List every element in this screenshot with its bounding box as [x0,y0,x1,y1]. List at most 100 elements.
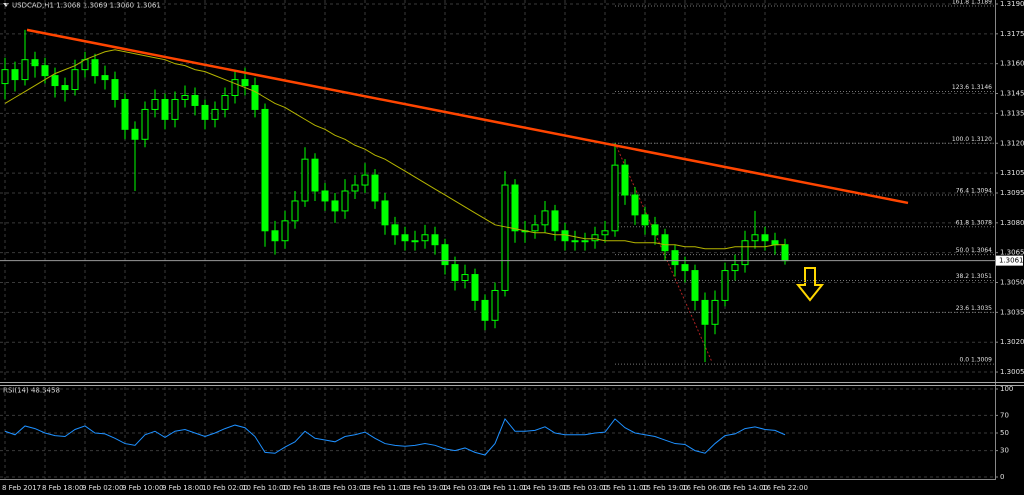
candle-body [771,240,779,246]
y-tick-label: 1.3175 [1000,30,1024,38]
fib-label: 123.6 1.3146 [952,84,992,91]
candle-body [121,98,129,130]
rsi-line [4,417,786,456]
candle-body [181,95,189,100]
candle-body [291,200,299,222]
fib-label: 61.8 1.3078 [956,219,992,226]
candle-body [701,299,709,325]
y-tick-label: 1.3135 [1000,109,1024,117]
candle-body [321,190,329,202]
candle-body [251,85,259,110]
x-tick-label: 15 Feb 19:00 [642,484,688,492]
candle-body [31,59,39,67]
x-tick-label: 14 Feb 19:00 [522,484,568,492]
candle-body [451,264,459,282]
candle-body [471,274,479,301]
fib-label: 161.8 1.3189 [952,0,992,5]
candle-body [381,200,389,226]
candle-body [171,98,179,120]
x-tick-label: 16 Feb 22:00 [762,484,808,492]
x-tick-label: 9 Feb 02:00 [82,484,123,492]
candle-body [751,234,759,242]
candle-body [241,79,249,87]
x-tick-label: 14 Feb 11:00 [482,484,528,492]
candle-body [311,158,319,192]
x-tick-label: 15 Feb 03:00 [562,484,608,492]
candle-body [51,75,59,87]
x-tick-label: 8 Feb 18:00 [42,484,83,492]
candle-body [411,240,419,243]
y-tick-label: 0 [1000,473,1004,481]
candle-body [1,69,9,85]
candle-body [111,79,119,100]
candle-body [261,108,269,232]
candle-body [561,230,569,242]
y-tick-label: 1.3020 [1000,338,1024,346]
candle-body [531,224,539,232]
y-tick-label: 1.3035 [1000,308,1024,316]
candle-body [641,214,649,226]
fib-label: 23.6 1.3035 [956,305,992,312]
moving-average [4,49,785,250]
y-tick-label: 1.3095 [1000,189,1024,197]
candle-body [191,95,199,106]
candle-body [691,270,699,301]
x-tick-label: 13 Feb 03:00 [322,484,368,492]
candle-body [681,264,689,272]
y-tick-label: 30 [1000,447,1009,455]
x-tick-label: 10 Feb 18:00 [282,484,328,492]
candle-body [781,244,789,262]
candle-body [511,184,519,232]
candle-body [761,234,769,242]
y-tick-label: 1.3105 [1000,169,1024,177]
fib-label: 38.2 1.3051 [956,273,992,280]
candle-body [161,98,169,120]
y-tick-label: 70 [1000,411,1009,419]
trend-line [26,28,909,205]
candle-body [391,224,399,236]
candle-body [401,234,409,242]
candle-body [101,75,109,81]
candle-body [91,59,99,77]
candle-body [721,270,729,301]
candle-body [601,230,609,236]
candle-body [571,240,579,243]
candle-body [221,95,229,110]
candle-body [541,210,549,226]
candle-body [341,190,349,212]
y-tick-label: 1.3145 [1000,90,1024,98]
candle-body [431,234,439,246]
candle-body [461,274,469,282]
candle-body [201,104,209,120]
candle-body [21,59,29,81]
candle-body [621,164,629,196]
fib-label: 76.4 1.3094 [956,187,992,194]
y-tick-label: 1.3120 [1000,139,1024,147]
candle-body [441,244,449,266]
fib-label: 0.0 1.3009 [960,357,993,364]
y-tick-label: 100 [1000,385,1013,393]
y-tick-label: 1.3065 [1000,249,1024,257]
candle-body [661,234,669,252]
candle-body [731,264,739,272]
candle-body [281,220,289,242]
candle-body [231,79,239,97]
x-tick-label: 16 Feb 14:00 [722,484,768,492]
fib-label: 100.0 1.3120 [952,136,992,143]
y-tick-label: 1.3050 [1000,279,1024,287]
candle-body [581,240,589,243]
down-arrow [795,267,825,302]
candle-body [711,299,719,325]
candle-body [671,250,679,266]
candle-body [211,108,219,120]
candle-body [331,200,339,212]
x-tick-label: 9 Feb 10:00 [122,484,163,492]
candle-body [631,194,639,216]
candle-body [41,65,49,77]
last-price-box [996,255,1023,266]
y-tick-label: 1.3005 [1000,368,1024,376]
candle-body [371,174,379,202]
